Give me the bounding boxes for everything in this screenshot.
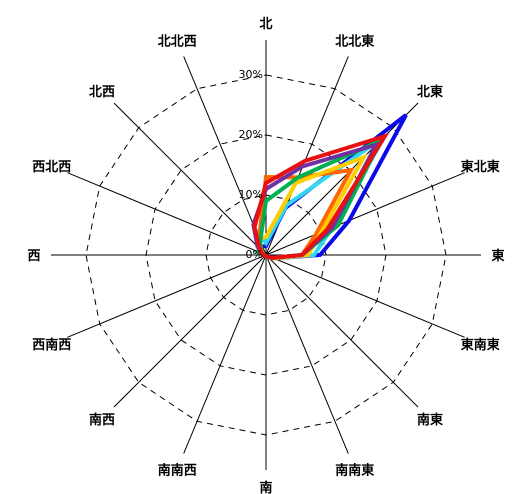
tick-labels: 0% 10% 20% 30% xyxy=(239,68,263,261)
spoke-9 xyxy=(183,254,267,454)
spoke-2 xyxy=(265,102,419,256)
tick-label-10: 10% xyxy=(239,188,263,201)
direction-label-15: 北北西 xyxy=(158,35,197,50)
series-7-polygon xyxy=(252,132,390,260)
direction-label-13: 西北西 xyxy=(32,160,71,175)
direction-label-3: 東北東 xyxy=(461,159,500,175)
direction-label-14: 北西 xyxy=(89,85,115,100)
tick-label-0: 0% xyxy=(246,248,263,261)
spoke-11 xyxy=(67,254,267,338)
direction-label-10: 南西 xyxy=(89,412,115,428)
direction-label-4: 東 xyxy=(491,248,504,264)
direction-label-5: 東南東 xyxy=(461,337,500,353)
spoke-10 xyxy=(113,254,267,408)
direction-label-11: 西南西 xyxy=(32,337,71,353)
spoke-13 xyxy=(67,172,267,256)
direction-label-0: 北 xyxy=(259,17,272,32)
direction-label-9: 南南西 xyxy=(158,462,197,478)
spoke-3 xyxy=(265,172,465,256)
direction-label-2: 北東 xyxy=(417,84,443,100)
series-layer xyxy=(251,113,408,261)
spoke-7 xyxy=(265,254,349,454)
direction-label-6: 南東 xyxy=(417,412,443,428)
spoke-5 xyxy=(265,254,465,338)
direction-label-1: 北北東 xyxy=(335,34,374,50)
direction-label-12: 西 xyxy=(27,249,40,264)
spoke-14 xyxy=(113,102,267,256)
tick-label-20: 20% xyxy=(239,128,263,141)
tick-label-30: 30% xyxy=(239,68,263,81)
direction-label-8: 南 xyxy=(259,480,272,494)
spoke-6 xyxy=(265,254,419,408)
direction-label-7: 南南東 xyxy=(335,462,374,478)
